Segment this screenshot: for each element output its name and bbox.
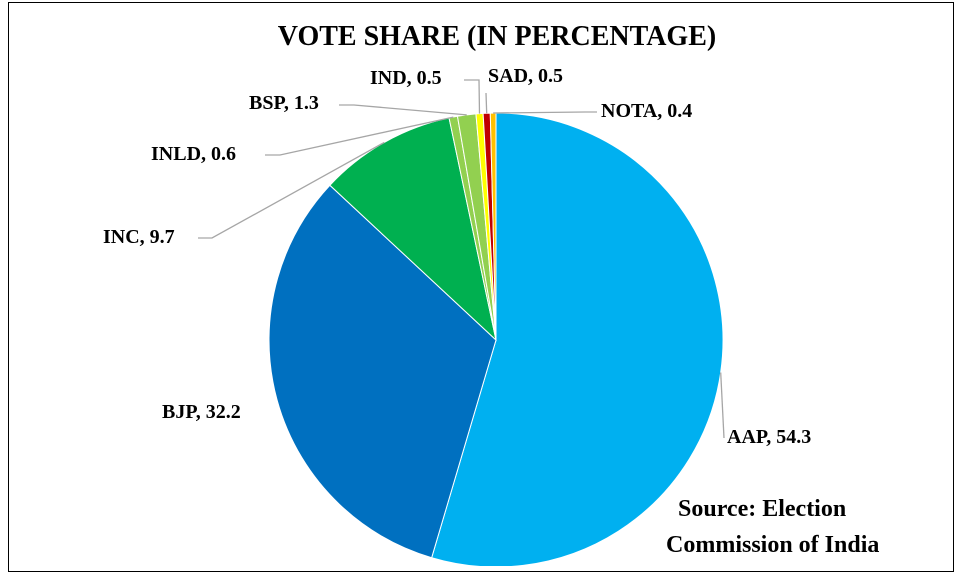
leader-line-bsp [339,104,467,116]
source-line-2: Commission of India [666,532,879,558]
label-inld: INLD, 0.6 [151,143,236,165]
leader-lines [198,79,725,439]
leader-line-sad [485,92,488,114]
chart-title: VOTE SHARE (IN PERCENTAGE) [278,21,716,52]
label-ind: IND, 0.5 [370,67,442,89]
label-sad: SAD, 0.5 [488,65,563,87]
slice-aap [431,112,724,566]
leader-line-inld [265,116,454,156]
leader-line-nota [493,111,597,114]
leader-line-inc [198,141,385,239]
label-bjp: BJP, 32.2 [162,401,241,423]
label-inc: INC, 9.7 [103,226,175,248]
source-line-1: Source: Election [678,496,846,522]
leader-line-ind [464,79,481,114]
label-nota: NOTA, 0.4 [601,100,692,122]
label-bsp: BSP, 1.3 [249,92,319,114]
label-aap: AAP, 54.3 [727,426,811,448]
pie-slices [268,112,724,566]
leader-line-aap [720,372,725,439]
slice-bjp [268,184,497,559]
